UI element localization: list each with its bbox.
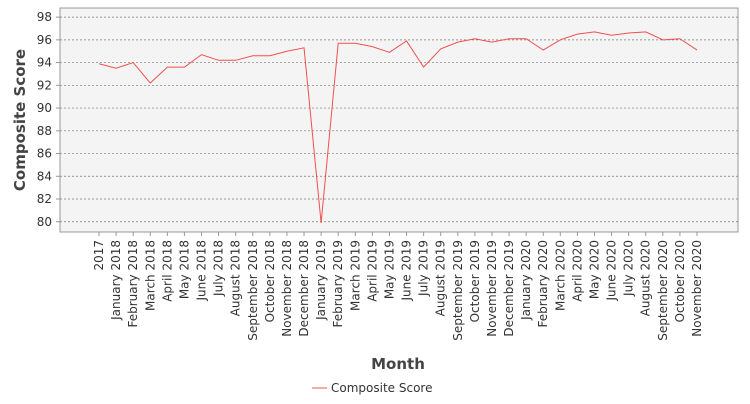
x-tick-label: May 2020	[587, 240, 601, 299]
y-tick-label: 92	[37, 78, 52, 92]
x-tick-label: February 2018	[126, 240, 140, 328]
x-tick-label: June 2020	[605, 240, 619, 302]
y-tick-label: 84	[37, 169, 52, 183]
x-tick-label: February 2020	[536, 240, 550, 328]
x-tick-label: January 2019	[314, 240, 328, 321]
x-tick-label: May 2019	[382, 240, 396, 299]
x-tick-label: July 2020	[622, 240, 636, 297]
x-tick-label: June 2019	[400, 240, 414, 302]
y-tick-label: 82	[37, 192, 52, 206]
x-tick-label: March 2018	[143, 240, 157, 311]
x-tick-label: November 2018	[280, 240, 294, 337]
x-tick-label: September 2019	[451, 240, 465, 341]
plot-area	[59, 7, 739, 233]
x-tick-label: 2017	[92, 240, 106, 271]
x-tick-label: October 2020	[673, 240, 687, 322]
x-tick-label: April 2019	[365, 240, 379, 302]
x-tick-label: December 2018	[297, 240, 311, 337]
x-tick-label: October 2018	[263, 240, 277, 322]
x-axis-title: Month	[371, 355, 425, 373]
x-tick-label: December 2019	[502, 240, 516, 337]
y-tick-label: 80	[37, 215, 52, 229]
x-tick-label: September 2020	[656, 240, 670, 341]
x-tick-label: March 2019	[348, 240, 362, 311]
x-tick-label: September 2018	[246, 240, 260, 341]
x-tick-label: July 2019	[417, 240, 431, 297]
x-tick-label: January 2020	[519, 240, 533, 321]
y-tick-label: 88	[37, 124, 52, 138]
y-tick-label: 86	[37, 147, 52, 161]
x-tick-label: April 2018	[160, 240, 174, 302]
x-tick-label: April 2020	[570, 240, 584, 302]
x-tick-label: August 2018	[229, 240, 243, 316]
x-tick-label: November 2019	[485, 240, 499, 337]
x-tick-label: August 2020	[639, 240, 653, 316]
x-tick-label: August 2019	[434, 240, 448, 316]
y-axis-title: Composite Score	[11, 49, 29, 191]
x-tick-label: March 2020	[553, 240, 567, 311]
x-tick-label: January 2018	[109, 240, 123, 321]
y-tick-label: 98	[37, 10, 52, 24]
y-tick-label: 94	[37, 56, 52, 70]
y-tick-label: 96	[37, 33, 52, 47]
line-series	[98, 31, 698, 223]
x-tick-label: May 2018	[177, 240, 191, 299]
x-tick-label: June 2018	[195, 240, 209, 302]
x-tick-label: November 2020	[690, 240, 704, 337]
legend-label: Composite Score	[331, 381, 432, 395]
x-tick-label: July 2018	[212, 240, 226, 297]
x-tick-label: February 2019	[331, 240, 345, 328]
x-tick-label: October 2019	[468, 240, 482, 322]
y-tick-label: 90	[37, 101, 52, 115]
